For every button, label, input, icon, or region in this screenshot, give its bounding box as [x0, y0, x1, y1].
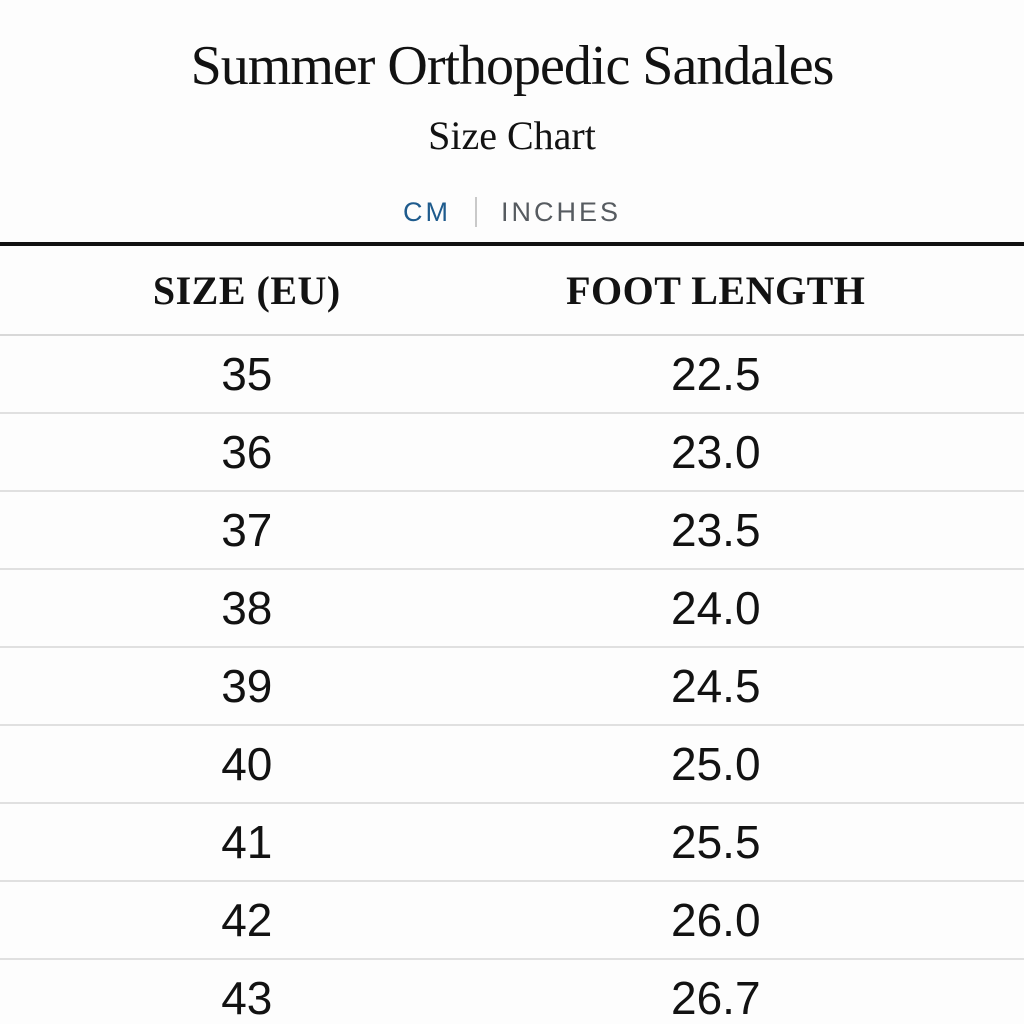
unit-cm-button[interactable]: CM [402, 196, 451, 227]
size-cell: 37 [0, 491, 494, 571]
size-cell: 40 [0, 725, 494, 805]
size-cell: 42 [0, 881, 494, 961]
table-row: 38 24.0 [0, 569, 1024, 649]
filler-cell [937, 647, 1024, 727]
table-row: 36 23.0 [0, 413, 1024, 493]
table-header-row: SIZE (EU) FOOT LENGTH [0, 244, 1024, 337]
size-cell: 39 [0, 647, 494, 727]
column-header-size: SIZE (EU) [0, 244, 494, 337]
filler-cell [937, 803, 1024, 883]
filler-cell [937, 569, 1024, 649]
filler-cell [937, 959, 1024, 1024]
header-filler-cell [937, 244, 1024, 337]
table-row: 35 22.5 [0, 335, 1024, 415]
table-row: 37 23.5 [0, 491, 1024, 571]
toggle-divider [474, 197, 477, 228]
size-cell: 36 [0, 413, 494, 493]
size-cell: 43 [0, 959, 494, 1024]
unit-inches-button[interactable]: INCHES [500, 196, 621, 227]
filler-cell [937, 491, 1024, 571]
filler-cell [937, 413, 1024, 493]
size-cell: 41 [0, 803, 494, 883]
table-row: 42 26.0 [0, 881, 1024, 961]
page-subtitle: Size Chart [428, 113, 596, 159]
foot-length-cell: 25.0 [493, 725, 938, 805]
foot-length-cell: 26.0 [493, 881, 938, 961]
foot-length-cell: 22.5 [493, 335, 938, 415]
size-chart-table: SIZE (EU) FOOT LENGTH 35 22.5 36 23.0 37… [0, 242, 1024, 1024]
table-row: 40 25.0 [0, 725, 1024, 805]
foot-length-cell: 25.5 [493, 803, 938, 883]
column-header-foot-length: FOOT LENGTH [493, 244, 938, 337]
size-cell: 38 [0, 569, 494, 649]
foot-length-cell: 23.5 [493, 491, 938, 571]
foot-length-cell: 26.7 [493, 959, 938, 1024]
foot-length-cell: 23.0 [493, 413, 938, 493]
filler-cell [937, 881, 1024, 961]
page-title: Summer Orthopedic Sandales [190, 35, 835, 97]
table-row: 39 24.5 [0, 647, 1024, 727]
filler-cell [937, 335, 1024, 415]
size-cell: 35 [0, 335, 494, 415]
filler-cell [937, 725, 1024, 805]
unit-toggle: CM INCHES [0, 196, 1024, 228]
foot-length-cell: 24.5 [493, 647, 938, 727]
table-row: 41 25.5 [0, 803, 1024, 883]
foot-length-cell: 24.0 [493, 569, 938, 649]
table-row: 43 26.7 [0, 959, 1024, 1024]
